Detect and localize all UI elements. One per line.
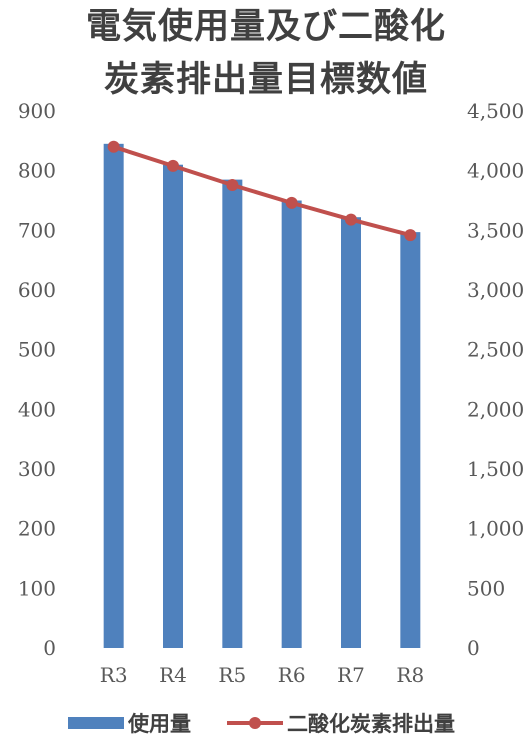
right-tick-label: 2,500 <box>467 338 524 362</box>
chart-title-line-1: 電気使用量及び二酸化 <box>85 7 446 47</box>
co2-line <box>111 144 413 238</box>
co2-point-R7 <box>345 213 357 226</box>
left-tick-label: 800 <box>18 159 56 183</box>
left-tick-label: 100 <box>18 576 56 600</box>
right-tick-label: 500 <box>467 576 505 600</box>
right-tick-label: 1,500 <box>467 457 524 481</box>
bar-R8 <box>400 232 421 648</box>
co2-point-R5 <box>226 178 239 191</box>
bar-R3 <box>103 143 124 649</box>
bar-series <box>103 143 421 649</box>
co2-point-R4 <box>167 159 179 172</box>
x-tick-label: R5 <box>218 663 246 687</box>
legend-item-usage: 使用量 <box>68 708 191 738</box>
x-axis-tick-labels: R3 R4 R5 R6 R7 R8 <box>100 663 424 687</box>
co2-point-R6 <box>285 196 298 209</box>
legend-bar-swatch <box>68 717 124 729</box>
legend-label-usage: 使用量 <box>128 712 191 736</box>
right-tick-label: 2,000 <box>467 397 524 421</box>
line-series <box>107 140 417 242</box>
right-tick-label: 3,500 <box>467 218 524 242</box>
co2-point-R8 <box>404 229 417 242</box>
left-tick-label: 500 <box>18 338 56 362</box>
right-axis-tick-labels: 0 500 1,000 1,500 2,000 2,500 3,000 3,500 4,000 4… <box>467 99 524 660</box>
x-tick-label: R8 <box>396 663 424 687</box>
left-tick-label: 400 <box>18 397 56 421</box>
x-tick-label: R6 <box>278 663 306 687</box>
x-tick-label: R4 <box>159 663 187 687</box>
right-tick-label: 4,000 <box>467 159 524 183</box>
x-tick-label: R3 <box>100 663 128 687</box>
left-tick-label: 700 <box>18 218 56 242</box>
left-tick-label: 200 <box>18 517 56 541</box>
left-axis-tick-labels: 0 100 200 300 400 500 600 700 800 900 <box>18 99 56 660</box>
bar-R5 <box>222 179 243 648</box>
bar-R4 <box>163 164 183 648</box>
legend-line-swatch <box>227 717 283 729</box>
right-tick-label: 4,500 <box>467 99 524 123</box>
right-tick-label: 3,000 <box>467 278 524 302</box>
left-tick-label: 900 <box>18 99 56 123</box>
left-tick-label: 300 <box>18 457 56 481</box>
co2-point-R3 <box>107 140 120 153</box>
legend: 使用量 二酸化炭素排出量 <box>0 704 532 737</box>
left-tick-label: 600 <box>18 278 56 302</box>
x-tick-label: R7 <box>337 663 365 687</box>
legend-item-co2: 二酸化炭素排出量 <box>227 708 455 738</box>
legend-label-co2: 二酸化炭素排出量 <box>287 712 455 736</box>
right-tick-label: 0 <box>467 636 480 660</box>
bar-R6 <box>281 200 302 648</box>
chart-title-line-2: 炭素排出量目標数値 <box>103 60 428 100</box>
right-tick-label: 1,000 <box>467 517 524 541</box>
left-tick-label: 0 <box>43 636 56 660</box>
bar-R7 <box>341 217 361 648</box>
